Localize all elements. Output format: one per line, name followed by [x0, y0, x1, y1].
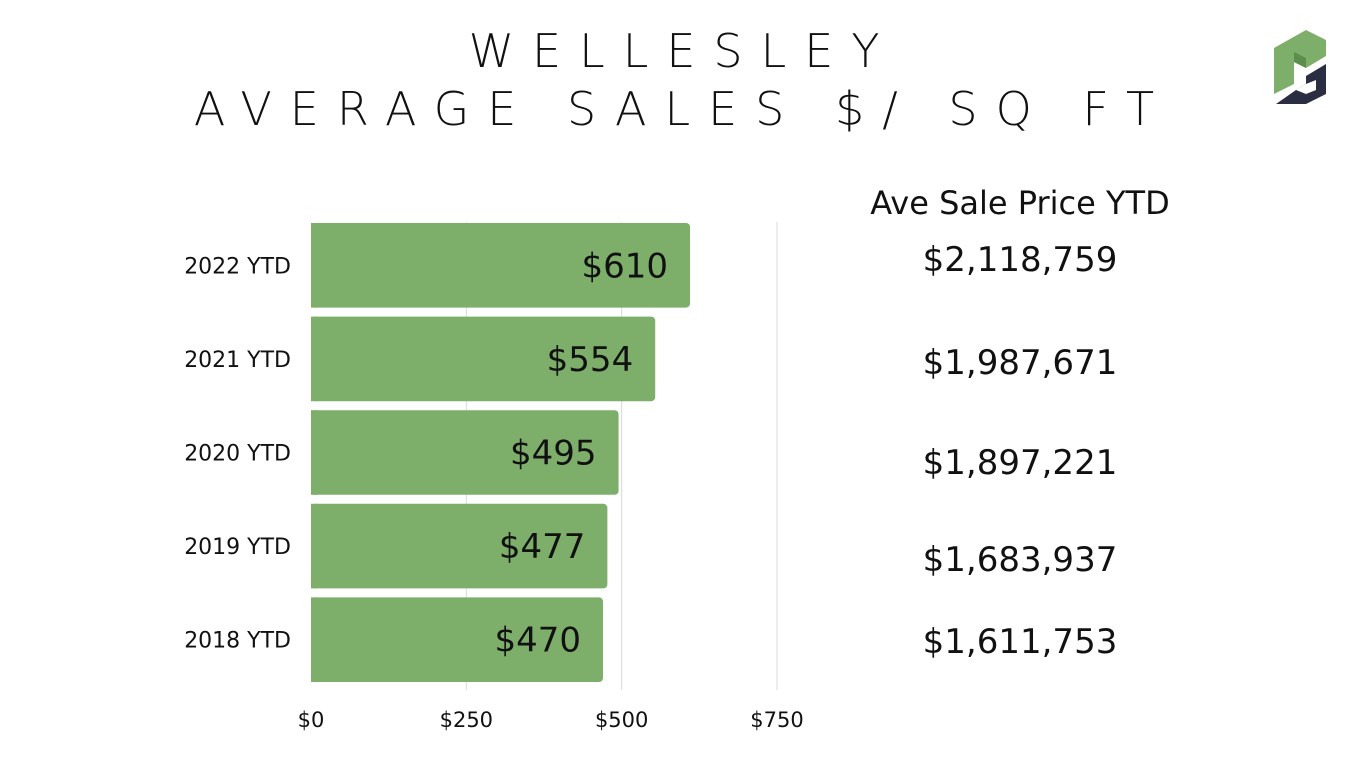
- bar: [311, 223, 691, 308]
- side-value-2019: $1,683,937: [922, 540, 1118, 580]
- x-tick-label: $750: [750, 708, 803, 732]
- side-panel-title: Ave Sale Price YTD: [870, 184, 1170, 222]
- bar-left-edge: [311, 223, 317, 308]
- bar: [311, 597, 604, 682]
- data-label: $477: [499, 527, 586, 567]
- bar: [311, 503, 608, 589]
- x-tick-label: $0: [298, 708, 325, 732]
- category-label: 2019 YTD: [184, 535, 291, 560]
- bar-left-edge: [311, 503, 317, 589]
- category-label: 2018 YTD: [184, 629, 291, 654]
- x-tick-label: $250: [440, 708, 493, 732]
- category-label: 2020 YTD: [184, 442, 291, 467]
- bar: [311, 316, 656, 402]
- bar-left-edge: [311, 410, 317, 495]
- side-value-2022: $2,118,759: [922, 240, 1118, 280]
- data-label: $610: [581, 246, 668, 286]
- bar-left-edge: [311, 316, 317, 402]
- side-value-2020: $1,897,221: [922, 443, 1118, 483]
- side-value-2018: $1,611,753: [922, 622, 1118, 662]
- bar: [311, 410, 619, 495]
- data-label: $495: [510, 434, 597, 474]
- data-label: $470: [494, 621, 581, 661]
- bar-left-edge: [311, 597, 317, 682]
- data-label: $554: [547, 340, 634, 380]
- title-line-1: WELLESLEY: [468, 24, 898, 78]
- title-line-2: AVERAGE SALES $/ SQ FT: [193, 82, 1173, 136]
- category-label: 2022 YTD: [184, 254, 291, 279]
- pd-logo-icon: [1274, 30, 1326, 104]
- x-tick-label: $500: [595, 708, 648, 732]
- category-label: 2021 YTD: [184, 348, 291, 373]
- side-value-2021: $1,987,671: [922, 343, 1118, 383]
